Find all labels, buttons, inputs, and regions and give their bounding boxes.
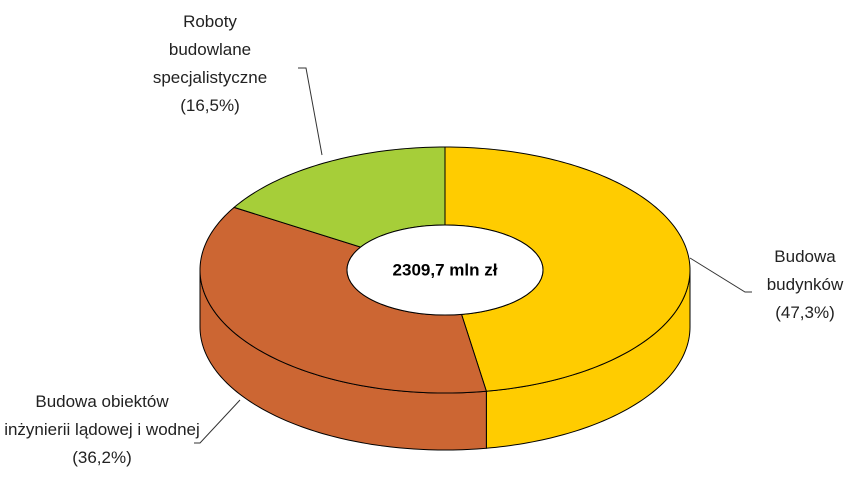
top-sectors xyxy=(199,146,691,394)
category-name: Roboty budowlane specjalistyczne xyxy=(152,12,268,87)
leader-line xyxy=(689,257,752,293)
slice-label: Budowa budynków (47,3%) xyxy=(752,243,856,327)
category-name: Budowa budynków xyxy=(766,247,844,294)
value-label: (36,2%) xyxy=(72,448,132,467)
value-label: (47,3%) xyxy=(775,303,835,322)
slice-label: Roboty budowlane specjalistyczne (16,5%) xyxy=(144,8,276,120)
category-name: Budowa obiektów inżynierii lądowej i wod… xyxy=(4,392,200,439)
center-label: 2309,7 mln zł xyxy=(393,260,498,279)
slice-label: Budowa obiektów inżynierii lądowej i wod… xyxy=(2,388,202,472)
leader-line xyxy=(194,399,241,444)
donut-hole xyxy=(346,224,544,316)
leader-line xyxy=(298,67,323,156)
value-label: (16,5%) xyxy=(180,96,240,115)
